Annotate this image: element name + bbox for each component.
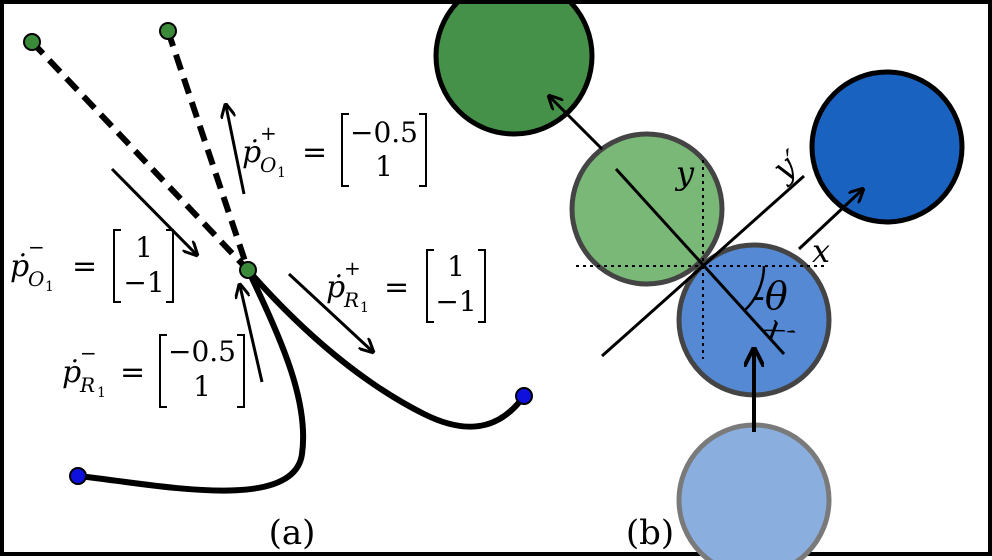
- robot-path-right: [245, 268, 527, 430]
- arrow-green-motion: [550, 97, 604, 151]
- object-start-point-right: [159, 22, 177, 40]
- svg-text:1: 1: [135, 231, 153, 264]
- label-x: x: [812, 232, 830, 270]
- equation-pO1-minus: ṗ − O 1 = 1 −1: [10, 229, 174, 303]
- theta-arc: [743, 265, 766, 312]
- svg-text:1: 1: [97, 385, 106, 401]
- arrow-pR1-minus: [240, 286, 264, 383]
- svg-text:ṗ: ṗ: [10, 249, 29, 284]
- svg-text:1: 1: [360, 300, 369, 316]
- arrow-pO1-minus: [110, 167, 196, 254]
- svg-text:R: R: [343, 288, 359, 312]
- robot-path-left: [77, 268, 307, 494]
- arrow-pR1-plus: [287, 272, 372, 351]
- svg-text:1: 1: [45, 279, 54, 295]
- panel-label-a: (a): [269, 513, 316, 553]
- svg-text:1: 1: [447, 250, 465, 283]
- equation-pR1-plus: ṗ + R 1 = 1 −1: [326, 249, 486, 323]
- equation-pO1-plus: ṗ + O 1 = −0.5 1: [242, 113, 427, 187]
- svg-text:+: +: [344, 256, 361, 280]
- label-theta: -θ: [752, 274, 788, 318]
- svg-text:−1: −1: [123, 266, 164, 299]
- axis-x-prime: [614, 167, 786, 356]
- svg-text:−1: −1: [435, 285, 476, 318]
- svg-text:−0.5: −0.5: [350, 116, 418, 149]
- svg-text:=: =: [72, 249, 97, 284]
- svg-text:=: =: [302, 135, 327, 170]
- svg-text:+: +: [260, 121, 277, 145]
- svg-text:O: O: [28, 267, 44, 291]
- svg-text:−: −: [28, 235, 45, 259]
- panel-label-b: (b): [626, 513, 674, 553]
- object-path-dashed-left: [29, 39, 251, 273]
- diagram-canvas: ṗ + O 1 = −0.5 1 ṗ − O 1 = 1 −1 ṗ + R: [10, 4, 965, 560]
- svg-text:ṗ: ṗ: [62, 355, 81, 390]
- contact-point: [239, 261, 257, 279]
- svg-text:1: 1: [277, 165, 286, 181]
- robot-end-point-left: [69, 467, 87, 485]
- arrow-blue-motion: [797, 190, 862, 251]
- panel-b: y x y′ x′ -θ (b): [433, 4, 965, 560]
- object-start-point-left: [23, 33, 41, 51]
- object-path-dashed-right: [165, 30, 251, 271]
- svg-text:=: =: [384, 270, 409, 305]
- circle-blue-dark: [809, 69, 965, 225]
- svg-text:ṗ: ṗ: [326, 270, 345, 305]
- label-y-prime: y′: [763, 142, 809, 189]
- svg-text:−0.5: −0.5: [168, 335, 236, 368]
- circle-blue-light: [676, 422, 832, 560]
- arrow-pO1-plus: [226, 106, 246, 195]
- panel-a: ṗ + O 1 = −0.5 1 ṗ − O 1 = 1 −1 ṗ + R: [10, 22, 533, 553]
- svg-text:1: 1: [375, 150, 393, 183]
- label-y: y: [674, 154, 695, 192]
- svg-text:O: O: [260, 153, 276, 177]
- equation-pR1-minus: ṗ − R 1 = −0.5 1: [62, 334, 245, 408]
- svg-text:R: R: [79, 373, 95, 397]
- robot-end-point-right: [515, 387, 533, 405]
- svg-text:1: 1: [193, 370, 211, 403]
- svg-text:−: −: [80, 341, 97, 365]
- axis-y-prime: [601, 174, 805, 358]
- svg-text:ṗ: ṗ: [242, 135, 261, 170]
- svg-text:=: =: [120, 355, 145, 390]
